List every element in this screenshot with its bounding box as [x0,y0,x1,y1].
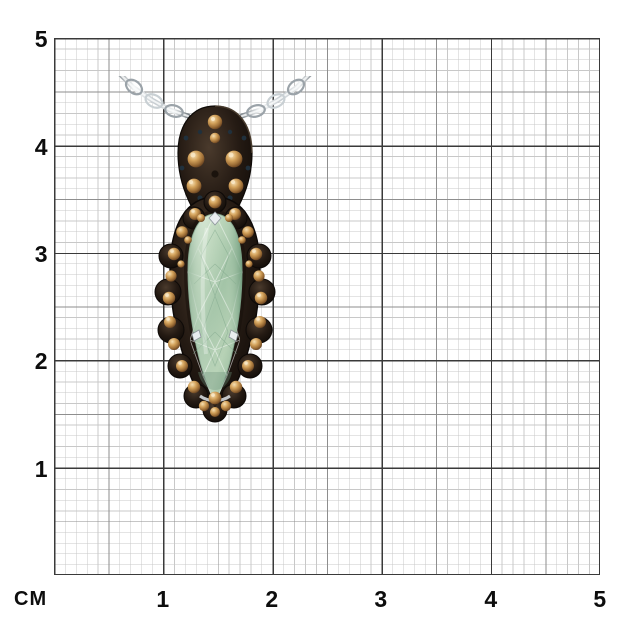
y-axis-tick-4: 4 [34,134,48,160]
y-axis-tick-3: 3 [34,241,48,267]
x-axis-tick-1: 1 [156,586,170,612]
x-axis-tick-2: 2 [265,586,279,612]
grid-major-lines [54,38,600,575]
unit-label: CM [14,588,48,610]
x-axis-tick-3: 3 [374,586,388,612]
y-axis-tick-2: 2 [34,348,48,374]
x-axis-tick-4: 4 [484,586,498,612]
y-axis-tick-5: 5 [34,26,48,52]
measurement-grid [54,38,600,575]
y-axis-tick-1: 1 [34,456,48,482]
x-axis-tick-5: 5 [593,586,607,612]
